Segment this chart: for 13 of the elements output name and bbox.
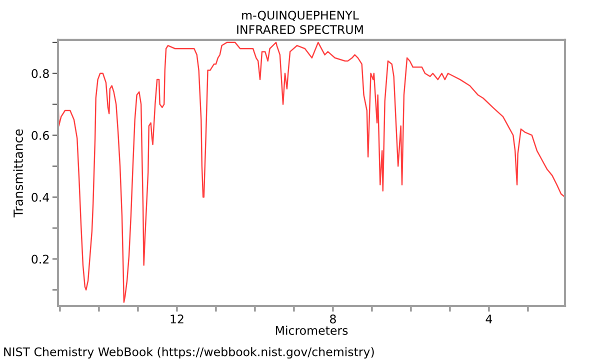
chart-subtitle: INFRARED SPECTRUM	[237, 25, 363, 34]
x-tick-label: 12	[170, 314, 184, 324]
y-axis-title: Transmittance	[13, 129, 23, 218]
x-tick-label: 4	[486, 314, 492, 324]
text: NIST Chemistry WebBook (https://webbook.nist.gov/chemistry)	[4, 347, 374, 359]
y-tick-label: 0.6	[32, 130, 49, 140]
x-axis-title: Micrometers	[276, 326, 348, 335]
line-series	[58, 42, 566, 303]
y-tick-label: 0.8	[32, 69, 49, 78]
y-tick-label: 0.2	[32, 254, 49, 264]
y-tick-label: 0.4	[32, 192, 50, 202]
x-tick-label: 8	[330, 314, 336, 324]
chart-title: m-QUINQUEPHENYL	[242, 10, 359, 21]
